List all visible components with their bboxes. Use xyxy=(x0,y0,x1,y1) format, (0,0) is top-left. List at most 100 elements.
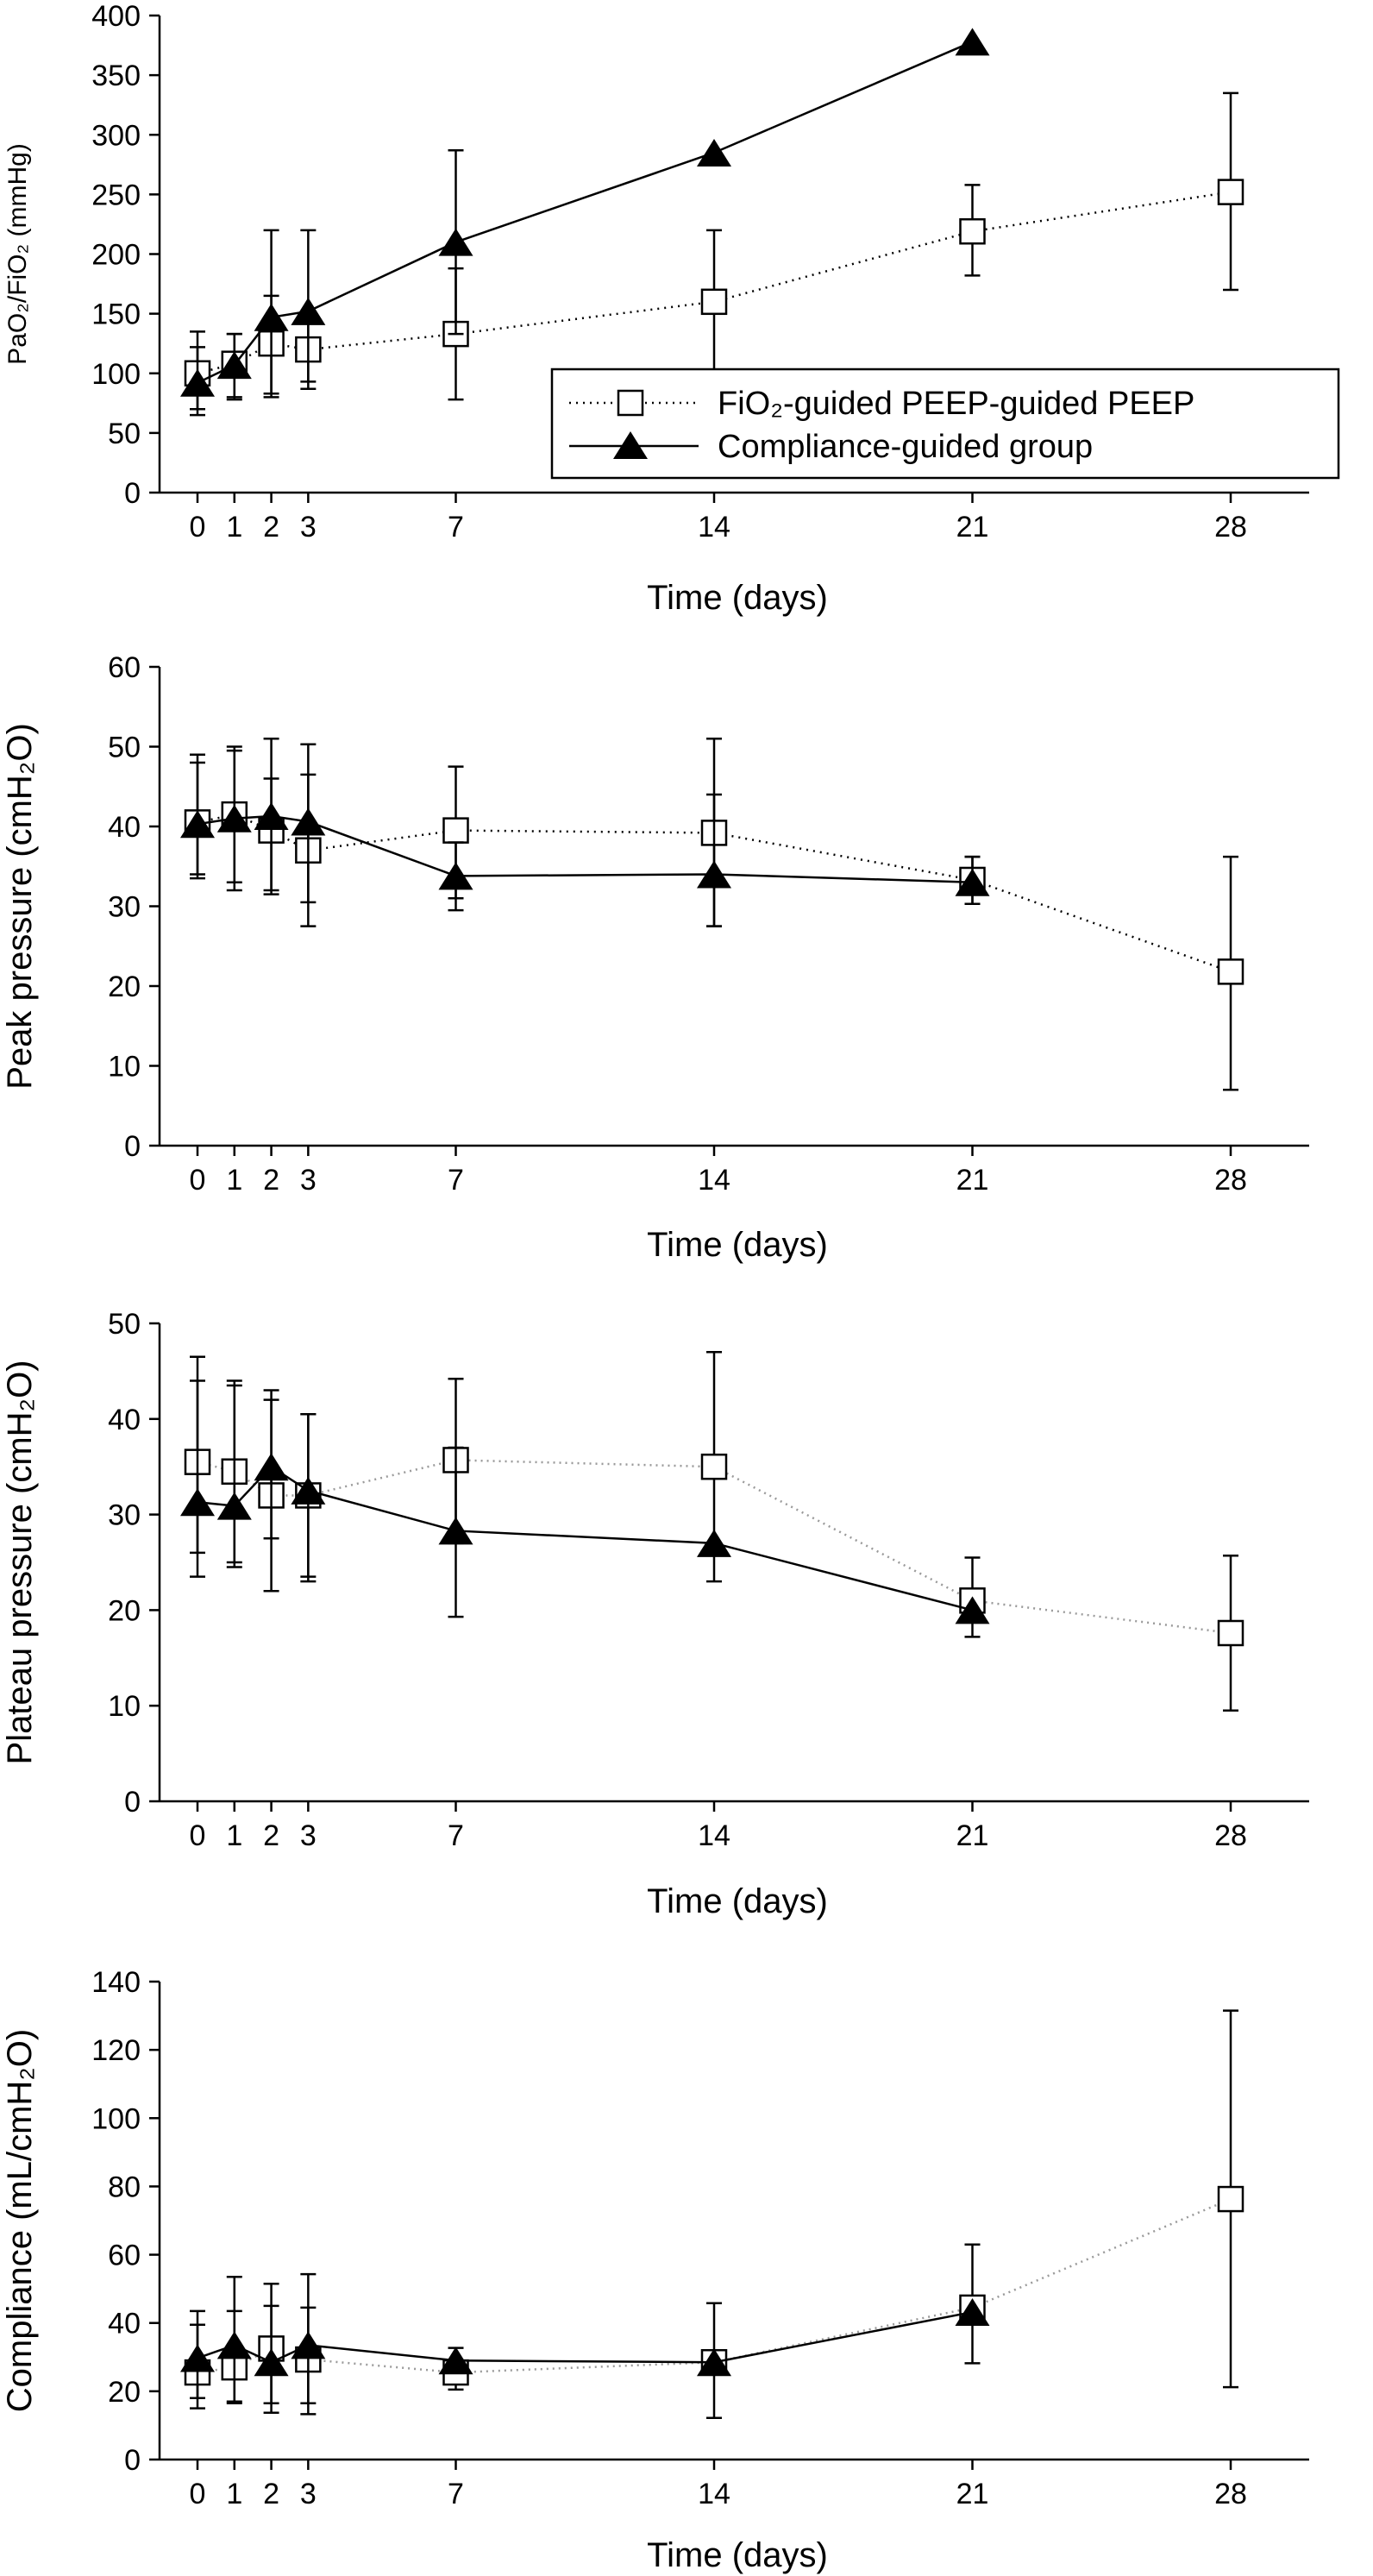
y-tick-label: 0 xyxy=(124,477,141,510)
y-tick-label: 30 xyxy=(108,891,141,924)
x-tick-label: 21 xyxy=(956,1164,989,1197)
x-tick-label: 21 xyxy=(956,1819,989,1852)
y-tick-label: 0 xyxy=(124,1130,141,1163)
x-tick-label: 1 xyxy=(226,511,242,543)
x-tick-label: 14 xyxy=(698,1164,730,1197)
data-point-triangle xyxy=(697,138,731,166)
x-tick-label: 0 xyxy=(190,2478,206,2510)
x-tick-label: 14 xyxy=(698,511,730,543)
data-point-triangle xyxy=(697,2348,731,2377)
data-point-square xyxy=(1217,958,1244,985)
data-point-triangle xyxy=(180,1488,215,1517)
data-point-triangle xyxy=(254,1453,289,1481)
y-tick-label: 300 xyxy=(91,119,141,152)
x-tick-label: 2 xyxy=(263,1164,279,1197)
data-point-triangle xyxy=(216,804,252,832)
data-point-square xyxy=(700,288,728,316)
y-tick-label: 30 xyxy=(108,1499,141,1532)
x-tick-label: 7 xyxy=(448,511,464,543)
y-tick-label: 80 xyxy=(108,2171,141,2203)
legend-compliance-label: Compliance-guided group xyxy=(718,429,1093,465)
data-point-triangle xyxy=(291,297,326,325)
legend-fio2-label: FiO₂-guided PEEP-guided PEEP xyxy=(718,386,1194,422)
data-point-square xyxy=(1217,1619,1244,1647)
y-axis-label: Peak pressure (cmH₂O) xyxy=(1,723,39,1090)
x-tick-label: 7 xyxy=(448,1164,464,1197)
y-axis-label: Plateau pressure (cmH₂O) xyxy=(1,1360,39,1764)
data-point-triangle xyxy=(291,1476,326,1505)
x-tick-label: 28 xyxy=(1214,1819,1247,1852)
legend: FiO₂-guided PEEP-guided PEEP Compliance-… xyxy=(550,368,1340,480)
data-point-triangle xyxy=(180,368,215,397)
x-axis-label: Time (days) xyxy=(647,1882,828,1920)
x-tick-label: 3 xyxy=(300,2478,317,2510)
data-point-triangle xyxy=(697,860,731,889)
data-point-triangle xyxy=(955,28,990,56)
x-tick-label: 21 xyxy=(956,2478,989,2510)
x-tick-label: 2 xyxy=(263,1819,279,1852)
y-tick-label: 100 xyxy=(91,358,141,391)
y-tick-label: 60 xyxy=(108,2240,141,2272)
x-tick-label: 28 xyxy=(1214,511,1247,543)
data-point-triangle xyxy=(438,2347,473,2375)
x-tick-label: 3 xyxy=(300,1819,317,1852)
data-point-square xyxy=(1217,179,1244,205)
data-point-triangle xyxy=(697,1529,731,1557)
x-tick-label: 1 xyxy=(226,2478,242,2510)
data-point-square xyxy=(700,1453,728,1480)
series-compliance-guided xyxy=(180,1379,990,1624)
data-point-triangle xyxy=(955,868,990,896)
x-axis-label: Time (days) xyxy=(647,2536,828,2574)
y-tick-label: 350 xyxy=(91,60,141,92)
x-tick-label: 0 xyxy=(190,1164,206,1197)
x-tick-label: 28 xyxy=(1214,2478,1247,2510)
data-point-triangle xyxy=(254,801,289,830)
y-tick-label: 50 xyxy=(108,418,141,450)
x-tick-label: 7 xyxy=(448,2478,464,2510)
data-point-square xyxy=(959,217,986,245)
y-tick-label: 40 xyxy=(108,811,141,844)
y-tick-label: 200 xyxy=(91,239,141,272)
x-axis-label: Time (days) xyxy=(647,1226,828,1264)
series-line xyxy=(197,41,973,384)
y-tick-label: 400 xyxy=(91,0,141,33)
y-tick-label: 250 xyxy=(91,179,141,211)
series-line xyxy=(197,813,1232,973)
x-tick-label: 21 xyxy=(956,511,989,543)
y-tick-label: 50 xyxy=(108,732,141,764)
legend-frame xyxy=(550,368,1340,480)
series-compliance-guided xyxy=(180,738,990,927)
x-tick-label: 14 xyxy=(698,1819,730,1852)
y-tick-label: 100 xyxy=(91,2102,141,2135)
x-tick-label: 0 xyxy=(190,511,206,543)
data-point-square xyxy=(442,817,469,844)
data-point-triangle xyxy=(438,862,473,890)
legend-fio2-marker xyxy=(617,389,644,417)
data-point-triangle xyxy=(216,351,252,380)
series-line xyxy=(197,1459,1232,1635)
x-tick-label: 14 xyxy=(698,2478,730,2510)
x-tick-label: 2 xyxy=(263,2478,279,2510)
y-tick-label: 20 xyxy=(108,971,141,1003)
data-point-triangle xyxy=(438,1517,473,1545)
y-tick-label: 140 xyxy=(91,1966,141,1999)
data-point-triangle xyxy=(955,1596,990,1624)
y-tick-label: 50 xyxy=(108,1308,141,1341)
y-tick-label: 20 xyxy=(108,1594,141,1627)
y-tick-label: 10 xyxy=(108,1051,141,1084)
x-tick-label: 3 xyxy=(300,1164,317,1197)
x-tick-label: 0 xyxy=(190,1819,206,1852)
data-point-triangle xyxy=(955,2298,990,2327)
y-tick-label: 40 xyxy=(108,2308,141,2340)
series-line xyxy=(197,2197,1232,2374)
x-axis-label: Time (days) xyxy=(647,579,828,617)
series-compliance-guided xyxy=(180,28,990,417)
x-tick-label: 1 xyxy=(226,1819,242,1852)
data-point-triangle xyxy=(216,2331,252,2359)
data-point-triangle xyxy=(254,2348,289,2377)
